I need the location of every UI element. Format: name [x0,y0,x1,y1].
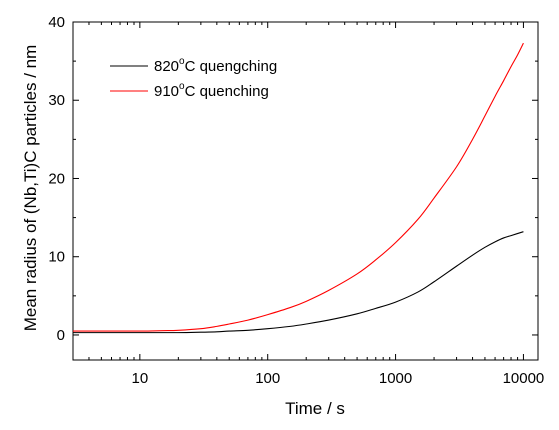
tick-layer: 10 100 1000 10000 0 10 20 30 40 [48,14,544,387]
x-tick-label: 1000 [379,370,412,387]
x-axis-label: Time / s [285,399,345,418]
y-axis-label: Mean radius of (Nb,Ti)C particles / nm [21,45,40,332]
x-tick-label: 100 [255,370,280,387]
legend-label-820-rest: C quengching [185,58,278,75]
legend-label-820: 820oC quengching [154,56,277,75]
x-tick-label: 10000 [503,370,545,387]
legend-label-820-degree: o [179,56,185,67]
y-tick-label: 30 [48,92,65,109]
y-tick-label: 40 [48,14,65,31]
series-line-910 [72,42,524,332]
legend-label-910-rest: C quenching [185,83,269,100]
legend-label-910-base: 910 [154,83,179,100]
x-tick-label: 10 [132,370,149,387]
plot-area-frame [72,21,539,361]
y-tick-label: 0 [57,327,65,344]
y-tick-label: 20 [48,170,65,187]
legend-label-910: 910oC quenching [154,81,269,100]
series-line-820 [73,231,524,334]
legend-label-820-base: 820 [154,58,179,75]
y-tick-label: 10 [48,249,65,266]
legend-label-910-degree: o [179,81,185,92]
series-layer [72,42,524,334]
legend: 820oC quengching 910oC quenching [110,56,277,100]
plot-frame-layer [72,21,539,361]
